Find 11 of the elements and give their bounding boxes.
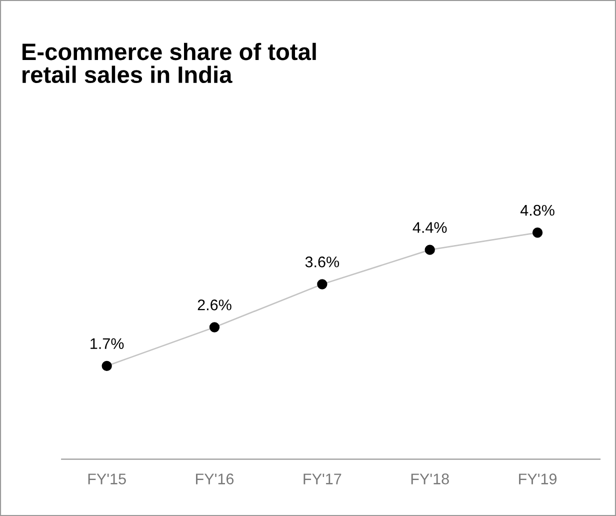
data-label: 1.7% xyxy=(90,338,124,349)
x-tick-label: FY'19 xyxy=(519,474,557,484)
x-tick-label: FY'17 xyxy=(304,474,342,484)
x-tick-label: FY'18 xyxy=(411,474,449,484)
data-label: 4.4% xyxy=(412,222,447,233)
x-tick-label: FY'16 xyxy=(196,474,234,484)
data-label: 2.6% xyxy=(198,300,232,310)
x-tick-label: FY'15 xyxy=(88,474,126,484)
data-label: 4.8% xyxy=(520,204,554,216)
chart-title: E-commerce share of total retail sales in India xyxy=(22,42,316,84)
data-label: 3.6% xyxy=(305,256,340,268)
